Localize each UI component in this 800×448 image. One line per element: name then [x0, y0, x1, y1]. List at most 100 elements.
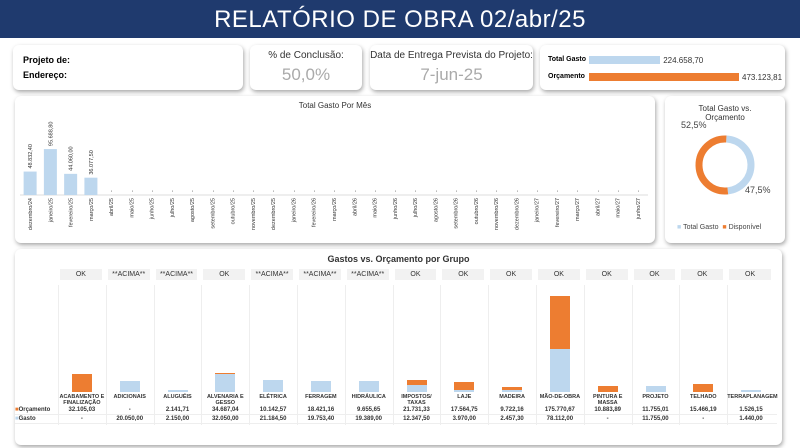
donut-label-disponivel: 52,5%	[681, 120, 707, 130]
month-tick-label: janeiro/27	[535, 198, 541, 223]
cell-orcamento: 11.755,01	[642, 407, 669, 413]
month-value-label: -	[535, 190, 541, 192]
month-value-label: -	[474, 190, 480, 192]
month-bar	[64, 173, 78, 195]
group-label: LAJE	[457, 394, 472, 400]
budget-bar	[502, 386, 523, 392]
month-value-label: -	[210, 190, 216, 192]
group-chart-title: Gastos vs. Orçamento por Grupo	[327, 254, 470, 264]
month-value-label: -	[170, 190, 176, 192]
cell-gasto: 19.389,00	[355, 416, 383, 422]
column-divider	[105, 285, 107, 425]
month-value-label: 44.060,00	[69, 146, 75, 170]
month-tick-label: janeiro/25	[48, 198, 54, 223]
cell-gasto: 2.457,30	[500, 416, 524, 422]
status-badge: OK	[442, 269, 485, 280]
donut-title: Total Gasto vs. Orçamento	[698, 104, 752, 122]
budget-bar	[597, 386, 618, 392]
completion-value: 50,0%	[281, 65, 331, 84]
spent-bar	[406, 385, 427, 392]
spent-bar	[549, 349, 570, 392]
column-divider	[249, 285, 251, 425]
monthly-chart: 48.832,40 dezembro/24 95.688,80 janeiro/25 4…	[20, 122, 648, 230]
status-badge: OK	[681, 269, 724, 280]
spent-bar	[215, 374, 236, 392]
month-value-label: 36.077,50	[89, 150, 95, 174]
cell-orcamento: 34.687,04	[211, 407, 239, 413]
cell-gasto: -	[702, 416, 705, 422]
delivery-label: Data de Entrega Prevista do Projeto:	[370, 50, 533, 61]
month-value-label: -	[271, 190, 277, 192]
column-divider	[153, 285, 155, 425]
budget-value: 473.123,81	[742, 73, 783, 82]
month-value-label: -	[433, 190, 439, 192]
cell-orcamento: 2.141,71	[165, 407, 190, 413]
spent-bar	[589, 56, 661, 64]
group-label: ALUGUÉIS	[163, 394, 192, 400]
cell-gasto: -	[80, 416, 83, 422]
delivery-card: Data de Entrega Prevista do Projeto: 7-j…	[370, 45, 533, 90]
column-divider	[583, 285, 585, 425]
cell-orcamento: 15.466,19	[689, 407, 717, 413]
monthly-chart-card: Total Gasto Por Mês 48.832,40 dezembro/24…	[15, 96, 655, 243]
cell-orcamento: 21.731,33	[403, 407, 430, 413]
month-tick-label: janeiro/26	[291, 198, 297, 223]
status-badge: OK	[490, 269, 532, 280]
month-tick-label: março/26	[332, 198, 338, 221]
month-value-label: -	[251, 190, 257, 192]
cell-orcamento: 10.142,57	[259, 407, 287, 413]
spent-bar	[310, 381, 331, 392]
month-value-label: -	[514, 190, 520, 192]
legend-gasto: Total Gasto	[683, 224, 719, 231]
cell-orcamento: 9.722,16	[500, 407, 524, 413]
month-value-label: -	[595, 190, 601, 192]
status-badge: OK	[585, 269, 628, 280]
month-tick-label: julho/26	[413, 198, 419, 218]
month-value-label: -	[454, 190, 460, 192]
spent-value: 224.658,70	[663, 56, 704, 65]
status-badge: OK	[60, 269, 102, 280]
donut-slice	[725, 135, 755, 195]
legend-gasto-swatch: ■	[677, 224, 682, 231]
month-tick-label: novembro/25	[251, 198, 257, 230]
budget-bar	[693, 383, 714, 392]
column-divider	[727, 285, 729, 425]
month-value-label: 48.832,40	[28, 144, 34, 168]
donut-chart: 47,5% 52,5%	[681, 120, 771, 195]
group-label: PINTURA E MASSA	[592, 394, 623, 406]
column-divider	[58, 285, 59, 425]
group-table: ■Orçamento 32.105,03 - 2.141,71 34.687,04 10.…	[15, 406, 777, 424]
cell-gasto: 3.970,00	[452, 416, 476, 422]
month-tick-label: fevereiro/26	[312, 198, 318, 227]
cell-orcamento: 175.770,67	[544, 407, 575, 413]
donut-slice	[695, 135, 729, 195]
status-badge: OK	[729, 269, 771, 280]
row-label-orcamento: ■Orçamento	[15, 407, 51, 413]
month-value-label: -	[494, 190, 500, 192]
spent-bar	[358, 381, 379, 392]
spent-label: Total Gasto	[548, 56, 586, 63]
column-divider	[201, 285, 203, 425]
legend-disponivel-swatch: ■	[722, 224, 727, 231]
month-tick-label: junho/25	[150, 198, 156, 220]
month-tick-label: maio/25	[129, 198, 135, 218]
month-tick-label: agosto/25	[190, 198, 196, 222]
month-tick-label: agosto/26	[433, 198, 439, 222]
month-value-label: -	[312, 190, 318, 192]
month-value-label: -	[575, 190, 581, 192]
month-value-label: 95.688,80	[48, 122, 54, 146]
budget-bar	[71, 374, 92, 392]
group-label: MÃO-DE-OBRA	[539, 394, 581, 400]
donut-label-gasto: 47,5%	[745, 185, 771, 195]
status-badge: OK	[203, 269, 246, 280]
month-value-label: -	[109, 190, 115, 192]
cell-gasto: 2.150,00	[165, 416, 190, 422]
group-label: TERRAPLANAGEM	[727, 394, 778, 400]
month-value-label: -	[636, 190, 642, 192]
monthly-chart-title: Total Gasto Por Mês	[298, 101, 372, 110]
month-tick-label: março/25	[89, 198, 95, 221]
spent-bar	[741, 390, 762, 392]
cell-orcamento: 1.526,15	[739, 407, 763, 413]
status-badge: OK	[394, 269, 437, 280]
month-tick-label: junho/26	[393, 198, 399, 220]
